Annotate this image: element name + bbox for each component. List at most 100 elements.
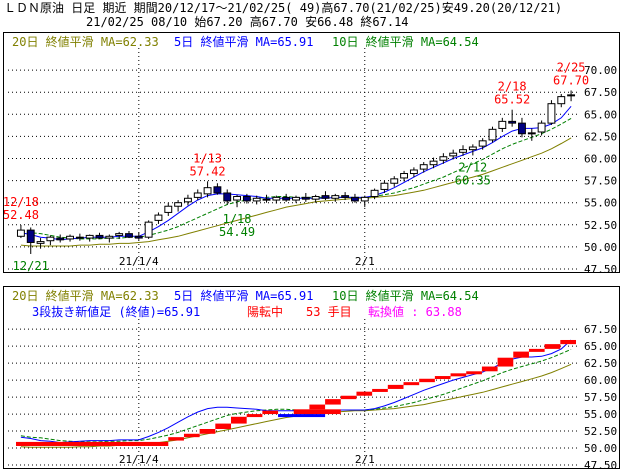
candle-body <box>419 164 428 170</box>
candle-body <box>282 196 291 201</box>
high-value-label: 57.42 <box>190 164 226 178</box>
y-tick-label: 52.50 <box>584 219 617 232</box>
y-tick-label: 70.00 <box>584 64 617 77</box>
break-brick <box>278 414 326 418</box>
y-tick-label: 57.50 <box>584 391 617 404</box>
legend-ma5: 5日 終値平滑 MA=65.91 <box>174 288 313 303</box>
chart-title: ＬＤＮ原油 日足 期近 期間20/12/17～21/02/25( 49)高67.… <box>4 1 563 15</box>
break-brick <box>481 366 498 372</box>
legend-ma20: 20日 終値平滑 MA=62.33 <box>12 34 159 49</box>
legend-ma10: 10日 終値平滑 MA=64.54 <box>332 288 479 303</box>
high-value-label: 52.48 <box>4 208 39 222</box>
candle-body <box>429 160 438 166</box>
x-tick-label: 2/1 <box>355 255 375 268</box>
high-value-label: 67.70 <box>553 73 589 87</box>
low-value-label: 54.49 <box>219 225 255 239</box>
candle-body <box>409 169 418 175</box>
low-date-label: 2/12 <box>458 160 487 174</box>
y-tick-label: 50.00 <box>584 241 617 254</box>
candle-body <box>213 186 222 194</box>
candle-body <box>56 237 65 241</box>
legend-ma20: 20日 終値平滑 MA=62.33 <box>12 288 159 303</box>
break-brick <box>340 395 357 400</box>
x-tick-label: 2/1 <box>355 453 375 466</box>
candle-body <box>351 196 359 202</box>
y-tick-label: 62.50 <box>584 357 617 370</box>
candle-body <box>380 182 389 190</box>
candle-body <box>233 196 241 201</box>
candle-body <box>242 196 251 202</box>
candle-body <box>478 140 487 147</box>
break-brick <box>309 404 326 410</box>
break-brick <box>356 391 373 396</box>
break-brick <box>215 423 232 430</box>
candle-body <box>292 196 300 201</box>
y-tick-label: 62.50 <box>584 130 617 143</box>
candle-body <box>223 192 232 202</box>
candle-body <box>439 156 448 161</box>
candle-body <box>174 202 183 207</box>
y-tick-label: 65.00 <box>584 340 617 353</box>
y-tick-label: 47.50 <box>584 459 617 468</box>
y-tick-label: 60.00 <box>584 153 617 166</box>
turn-value-label: 転換値 : 63.88 <box>368 304 462 319</box>
break-brick <box>513 351 529 358</box>
candle-body <box>557 96 566 105</box>
candle-body <box>400 173 409 179</box>
break-brick <box>434 376 451 380</box>
break-brick <box>199 429 216 434</box>
break-brick <box>560 339 576 345</box>
y-tick-label: 67.50 <box>584 323 617 336</box>
candle-body <box>16 229 25 237</box>
candle-body <box>370 189 379 198</box>
candle-body <box>468 146 477 151</box>
legend-ma5: 5日 終値平滑 MA=65.91 <box>174 34 313 49</box>
low-value-label: 60.35 <box>455 173 491 187</box>
x-tick-label: 21/1/4 <box>119 255 159 268</box>
candle-body <box>115 233 124 236</box>
candle-body <box>262 198 271 201</box>
y-tick-label: 52.50 <box>584 425 617 438</box>
candle-body <box>301 196 310 200</box>
candle-body <box>75 236 84 239</box>
candle-body <box>46 236 55 242</box>
candle-body <box>508 120 517 124</box>
y-tick-label: 47.50 <box>584 263 617 272</box>
yang-turn-label: 陽転中 <box>247 304 283 319</box>
candle-body <box>85 234 94 239</box>
break-brick <box>246 414 263 418</box>
candle-body <box>459 149 467 153</box>
high-date-label: 2/25 <box>557 60 586 74</box>
three-line-break-label: 3段抜き新値足 (終値)=65.91 <box>32 304 200 319</box>
candle-body <box>134 235 143 239</box>
candle-body <box>272 196 281 201</box>
candle-body <box>164 205 173 213</box>
high-date-label: 12/18 <box>4 195 39 209</box>
candle-body <box>144 221 153 238</box>
candle-body <box>252 197 261 202</box>
low-date-label: 1/18 <box>223 212 252 226</box>
candle-body <box>567 94 576 97</box>
candle-body <box>311 196 320 200</box>
candle-body <box>518 122 526 135</box>
candle-body <box>527 132 536 135</box>
break-brick <box>497 357 514 367</box>
latest-ohlc: 21/02/25 08/10 始67.20 高67.70 安66.48 終67.… <box>86 15 409 29</box>
y-tick-label: 55.00 <box>584 408 617 421</box>
candle-body <box>360 196 369 202</box>
candle-body <box>390 178 399 184</box>
candle-body <box>95 234 104 239</box>
break-brick <box>387 384 404 389</box>
ma20-line <box>20 137 572 247</box>
y-tick-label: 60.00 <box>584 374 617 387</box>
break-brick <box>372 388 388 392</box>
candle-body <box>498 120 507 129</box>
candle-body <box>36 241 45 244</box>
break-brick <box>231 416 247 424</box>
candle-body <box>193 192 202 198</box>
y-tick-label: 57.50 <box>584 175 617 188</box>
break-brick <box>403 382 420 386</box>
break-brick <box>419 378 435 383</box>
candle-body <box>547 103 556 124</box>
candle-body <box>26 229 35 243</box>
